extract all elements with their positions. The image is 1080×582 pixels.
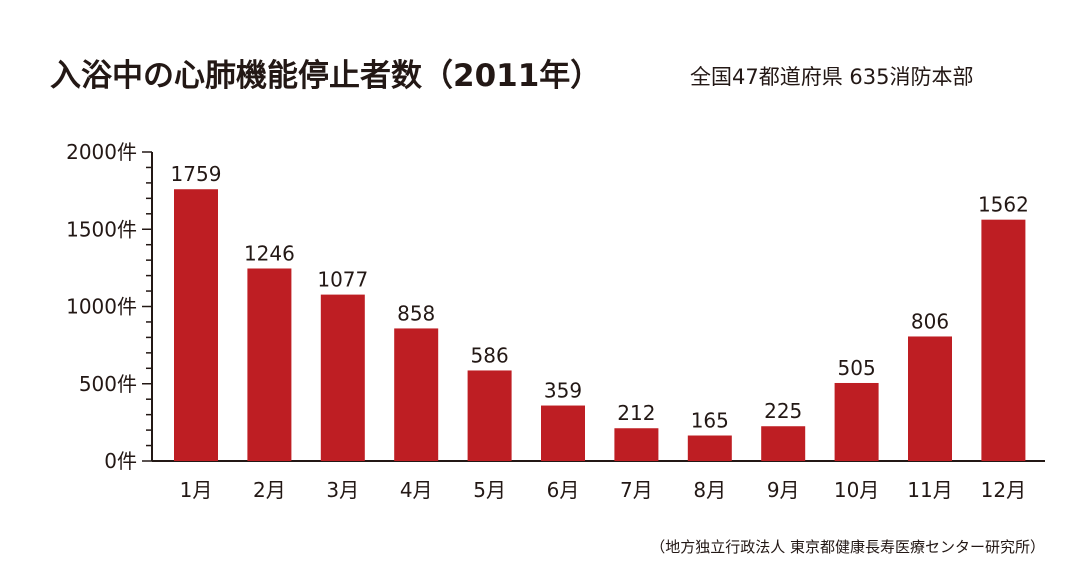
x-tick-label: 2月 [253,478,286,502]
axes: 0件 500件 1000件 1500件 2000件 1月 2月 3月 4月 5月 6月 7月 8月 9月 1… [66,140,1045,502]
y-tick-label: 1000件 [66,295,137,319]
source-note: （地方独立行政法人 東京都健康長寿医療センター研究所） [650,538,1045,556]
bar-5月 [467,370,512,461]
x-tick-label: 3月 [326,478,359,502]
x-tick-label: 5月 [473,478,506,502]
bar-3月 [320,294,365,461]
chart-subtitle: 全国47都道府県 635消防本部 [690,65,973,89]
bar-7月 [614,428,659,461]
data-label: 505 [838,356,876,380]
bars: 1759 1246 1077 858 586 359 212 165 225 505 806 1562 [171,162,1029,461]
data-label: 1562 [978,193,1029,217]
bar-8月 [687,435,732,461]
y-tick-label: 500件 [79,372,137,396]
y-tick-label: 1500件 [66,217,137,241]
x-tick-label: 8月 [693,478,726,502]
bar-1月 [174,189,218,461]
data-label: 212 [617,401,655,425]
bar-2月 [247,268,292,461]
bar-11月 [908,336,952,461]
data-label: 1759 [171,162,222,186]
x-tick-label: 6月 [547,478,580,502]
y-tick-label: 2000件 [66,140,137,164]
x-tick-label: 9月 [767,478,800,502]
data-label: 1246 [244,241,295,265]
x-tick-label: 7月 [620,478,653,502]
bar-6月 [541,405,585,461]
data-label: 225 [764,399,802,423]
bar-12月 [981,219,1026,461]
bar-9月 [761,426,806,461]
y-tick-label: 0件 [104,449,137,473]
data-label: 806 [911,309,949,333]
bar-4月 [394,328,439,461]
x-tick-label: 10月 [834,478,879,502]
x-tick-label: 12月 [981,478,1026,502]
x-tick-label: 4月 [400,478,433,502]
data-label: 586 [471,343,509,367]
x-tick-label: 11月 [907,478,952,502]
data-label: 165 [691,409,729,433]
chart-title: 入浴中の心肺機能停止者数（2011年） [50,58,601,94]
data-label: 1077 [317,268,368,292]
x-tick-label: 1月 [180,478,213,502]
data-label: 359 [544,379,582,403]
data-label: 858 [397,301,435,325]
bar-10月 [834,382,879,461]
